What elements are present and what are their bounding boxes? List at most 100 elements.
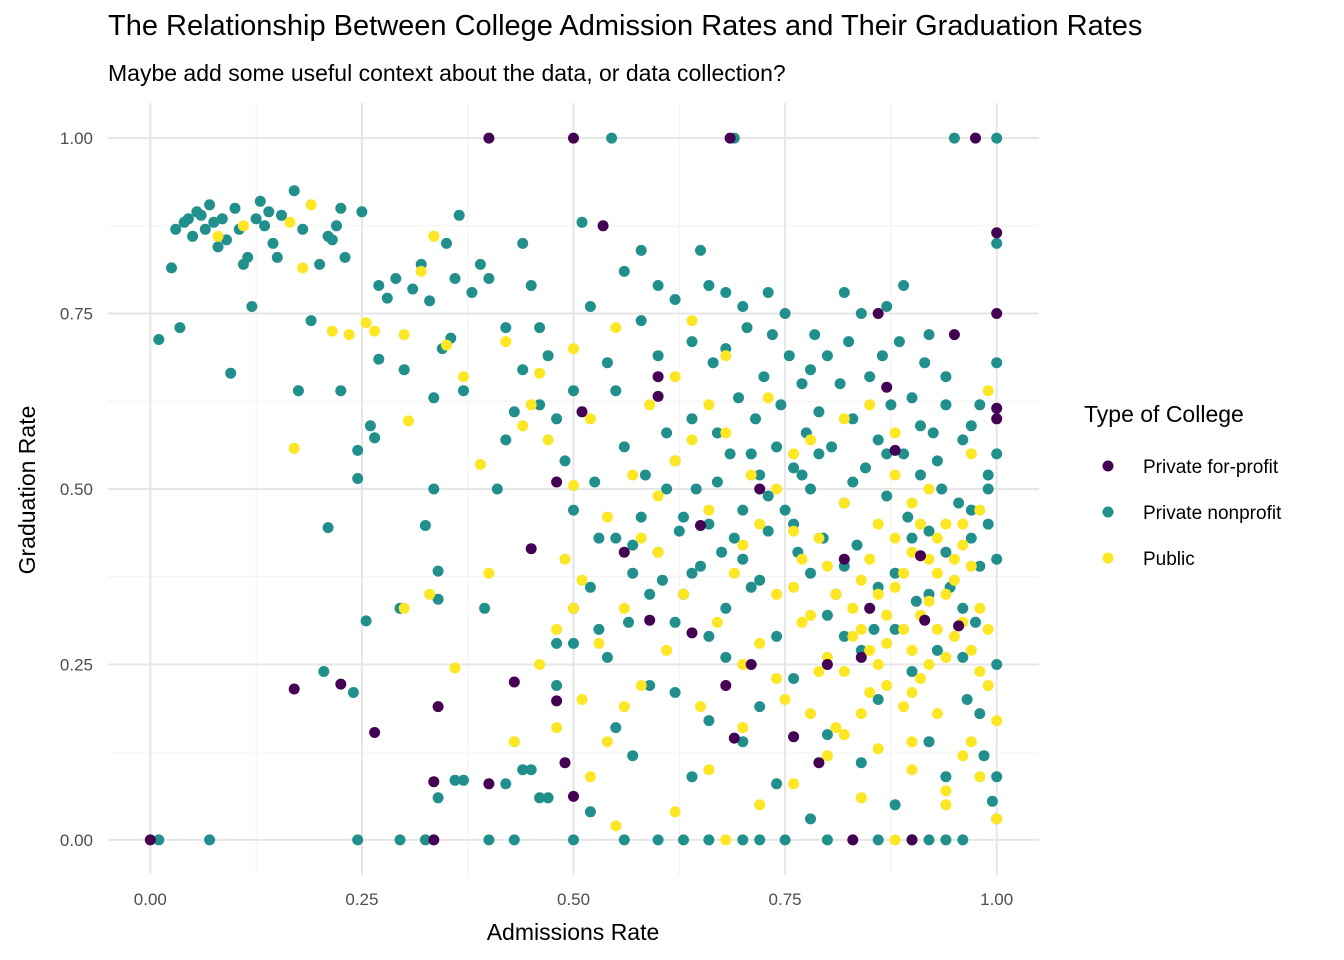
point-private-nonprofit <box>678 511 689 523</box>
point-private-nonprofit <box>745 448 757 460</box>
point-private-nonprofit <box>584 806 596 818</box>
point-private-nonprofit <box>271 251 283 263</box>
x-axis-ticks: 0.00 0.25 0.50 0.75 1.00 <box>134 890 1013 909</box>
point-private-nonprofit <box>826 441 838 453</box>
point-private-for-profit <box>483 132 495 144</box>
point-private-nonprofit <box>940 546 952 558</box>
point-private-nonprofit <box>534 322 546 334</box>
point-private-nonprofit <box>889 567 901 579</box>
point-private-nonprofit <box>449 273 461 284</box>
point-public <box>415 265 427 277</box>
point-private-nonprofit <box>322 522 334 534</box>
point-public <box>686 434 698 446</box>
point-public <box>576 574 588 586</box>
point-private-nonprofit <box>500 434 512 446</box>
point-private-for-profit <box>288 683 300 695</box>
point-public <box>424 588 436 600</box>
legend-title: Type of College <box>1084 401 1244 427</box>
point-private-nonprofit <box>771 630 783 642</box>
point-private-nonprofit <box>601 357 613 369</box>
point-private-nonprofit <box>441 237 452 249</box>
point-public <box>821 750 833 762</box>
point-private-nonprofit <box>517 237 529 249</box>
point-private-nonprofit <box>352 473 364 484</box>
point-public <box>601 511 613 523</box>
point-private-nonprofit <box>593 623 605 635</box>
point-private-nonprofit <box>318 666 330 677</box>
point-private-nonprofit <box>686 413 698 425</box>
point-private-nonprofit <box>229 202 241 214</box>
point-public <box>343 329 355 341</box>
point-private-for-profit <box>724 132 736 144</box>
point-private-nonprofit <box>432 792 444 804</box>
point-private-nonprofit <box>695 244 706 256</box>
point-private-nonprofit <box>991 132 1003 144</box>
point-public <box>669 371 681 383</box>
point-private-nonprofit <box>923 329 935 341</box>
point-private-nonprofit <box>551 413 563 425</box>
point-private-nonprofit <box>644 588 656 600</box>
point-private-nonprofit <box>931 644 943 656</box>
point-private-nonprofit <box>733 392 744 404</box>
point-private-nonprofit <box>221 234 232 246</box>
point-public <box>974 771 986 783</box>
point-private-nonprofit <box>788 673 800 684</box>
point-private-nonprofit <box>449 774 461 786</box>
point-private-for-profit <box>432 701 444 713</box>
point-private-nonprofit <box>250 213 262 225</box>
point-private-nonprofit <box>889 623 901 635</box>
point-public <box>906 546 918 558</box>
x-axis-title: Admissions Rate <box>487 919 660 945</box>
point-private-nonprofit <box>369 432 381 444</box>
point-public <box>508 736 520 748</box>
point-public <box>889 427 901 439</box>
point-private-nonprofit <box>419 520 431 531</box>
point-private-nonprofit <box>542 350 554 362</box>
point-public <box>872 743 884 755</box>
point-private-nonprofit <box>779 834 791 846</box>
point-private-nonprofit <box>373 353 385 365</box>
point-private-nonprofit <box>771 778 783 790</box>
point-private-nonprofit <box>720 602 732 614</box>
point-private-nonprofit <box>246 301 258 312</box>
point-private-nonprofit <box>906 666 918 677</box>
point-public <box>568 602 579 614</box>
point-private-for-profit <box>551 476 563 488</box>
point-private-nonprofit <box>428 392 440 404</box>
point-private-nonprofit <box>940 371 952 383</box>
point-private-for-profit <box>559 757 571 769</box>
point-public <box>805 434 816 446</box>
point-public <box>517 420 529 432</box>
point-public <box>441 339 452 351</box>
point-public <box>906 736 918 748</box>
point-public <box>398 602 410 614</box>
point-public <box>906 497 918 509</box>
point-public <box>957 539 969 551</box>
point-public <box>830 722 842 734</box>
point-public <box>923 483 935 495</box>
point-public <box>618 701 630 713</box>
point-private-nonprofit <box>568 834 579 846</box>
point-private-for-profit <box>335 678 347 690</box>
point-private-nonprofit <box>483 834 495 846</box>
point-public <box>982 385 994 397</box>
point-public <box>601 736 613 748</box>
point-public <box>982 680 994 691</box>
point-public <box>948 574 960 586</box>
point-private-nonprofit <box>876 350 888 362</box>
point-private-nonprofit <box>331 220 342 232</box>
point-private-for-profit <box>847 834 859 846</box>
point-private-nonprofit <box>525 280 537 291</box>
point-private-nonprofit <box>931 455 943 467</box>
point-public <box>369 325 381 337</box>
legend: Type of College Private for-profit Privat… <box>1084 401 1282 570</box>
legend-label: Public <box>1143 549 1195 570</box>
point-private-nonprofit <box>335 202 347 214</box>
point-public <box>898 701 910 713</box>
point-private-for-profit <box>813 757 825 769</box>
point-private-nonprofit <box>347 687 359 698</box>
point-public <box>906 687 918 698</box>
point-private-nonprofit <box>381 292 393 304</box>
point-private-nonprofit <box>199 223 211 235</box>
point-public <box>838 497 850 509</box>
